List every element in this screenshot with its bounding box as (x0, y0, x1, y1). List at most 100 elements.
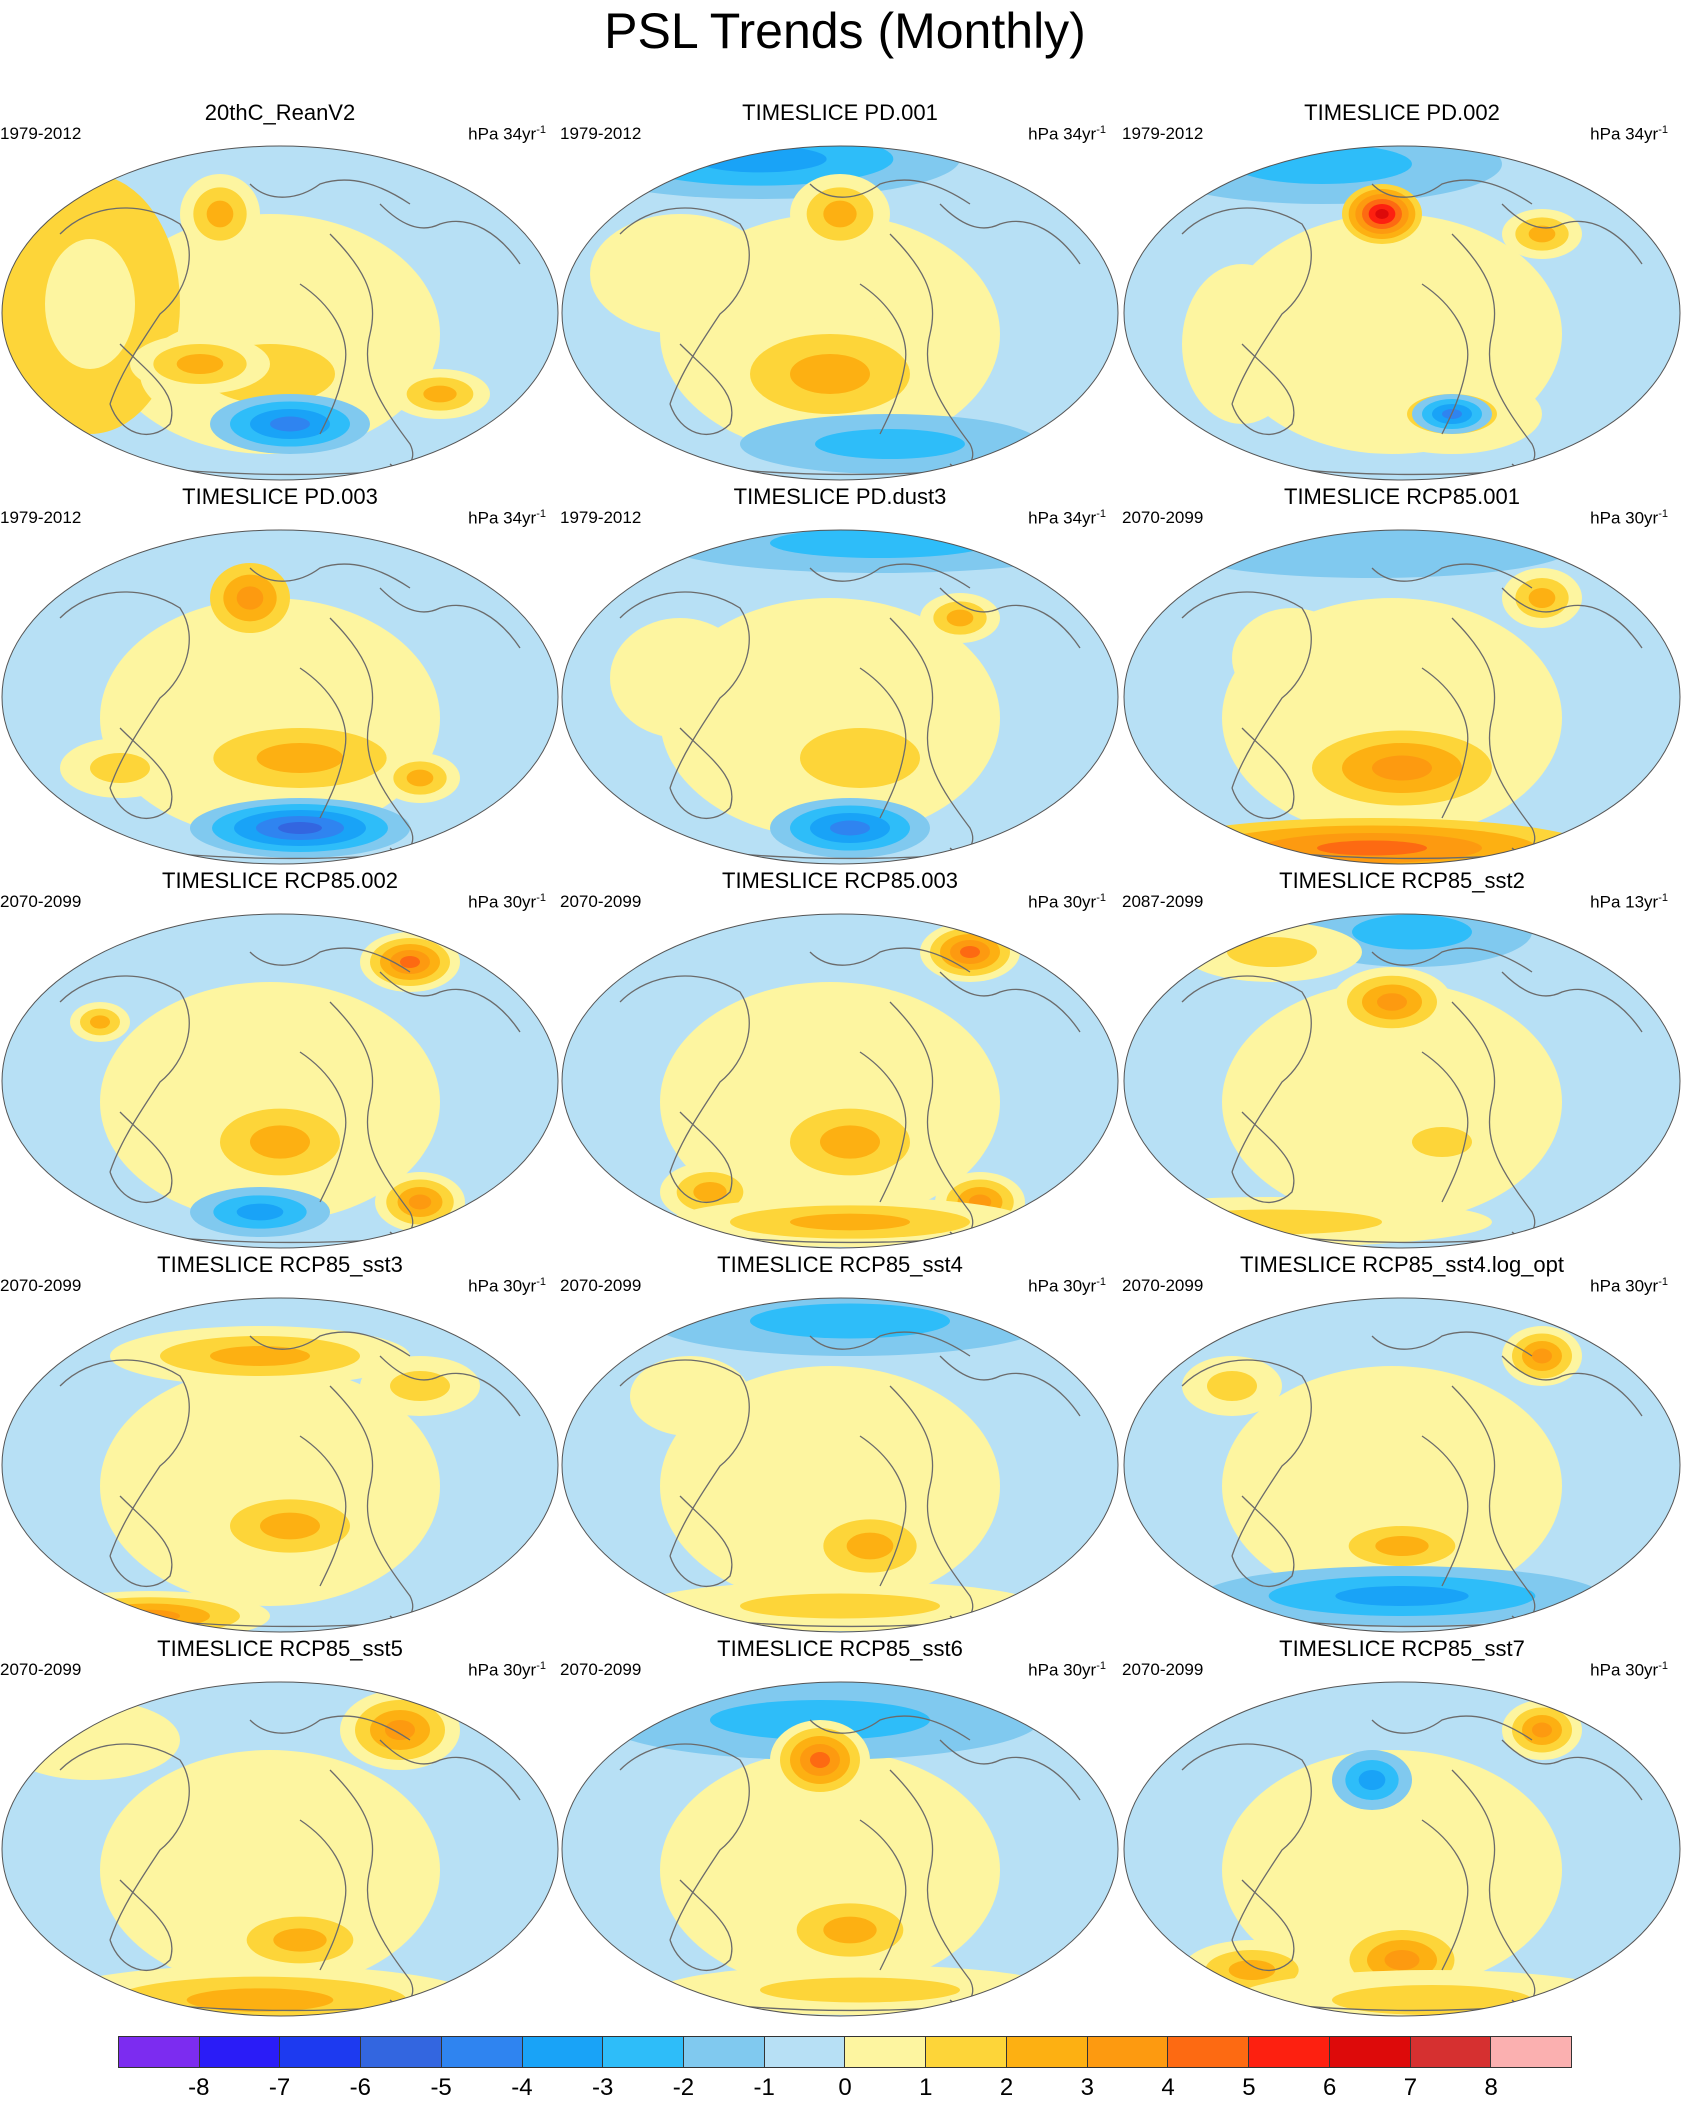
anomaly-contour (1528, 225, 1556, 243)
panel-units: hPa 30yr-1 (468, 888, 546, 913)
map-panel-12: TIMESLICE RCP85_sst4.log_opt 2070-2099 h… (1122, 1252, 1682, 1635)
coastline (59, 591, 190, 789)
colorbar-label: -8 (188, 2074, 210, 2101)
coastline (619, 207, 750, 405)
trend-map (561, 1297, 1119, 1633)
anomaly-contour (1228, 1960, 1276, 1980)
coastline (1421, 1435, 1469, 1587)
map-panel-3: TIMESLICE PD.002 1979-2012 hPa 34yr-1 (1122, 100, 1682, 483)
anomaly-contour (90, 1015, 110, 1029)
coastline (299, 1819, 347, 1971)
panel-period: 1979-2012 (560, 124, 642, 143)
panel-units: hPa 30yr-1 (1590, 1656, 1668, 1681)
panel-title: TIMESLICE PD.003 (182, 484, 378, 509)
coastline (1371, 1715, 1533, 1741)
anomaly-contour (273, 1928, 327, 1952)
panel-title: TIMESLICE RCP85.002 (162, 868, 398, 893)
panel-title: TIMESLICE RCP85_sst6 (717, 1636, 963, 1661)
anomaly-contour (590, 214, 770, 334)
anomaly-contour (236, 586, 264, 610)
coastline (299, 667, 347, 819)
panel-period: 2070-2099 (0, 892, 82, 911)
anomaly-contour (1227, 937, 1317, 967)
coastline (1371, 1331, 1533, 1357)
trend-map (1123, 913, 1681, 1249)
colorbar-label: 5 (1242, 2074, 1256, 2101)
coastline (809, 1331, 971, 1357)
panel-units: hPa 34yr-1 (1028, 504, 1106, 529)
trend-map (1, 1297, 559, 1633)
coastline (809, 1715, 971, 1741)
figure-title: PSL Trends (Monthly) (604, 3, 1086, 59)
anomaly-contour (846, 1532, 894, 1560)
coastline (1231, 727, 1295, 819)
trend-map (1123, 1297, 1681, 1633)
colorbar-cell (361, 2037, 442, 2067)
colorbar-label: 2 (999, 2074, 1014, 2101)
anomaly-contour (760, 1977, 960, 2003)
anomaly-contour (750, 1303, 950, 1339)
panel-period: 2070-2099 (560, 892, 642, 911)
colorbar-cell (684, 2037, 765, 2067)
anomaly-contour (1532, 1348, 1552, 1364)
map-panel-1: 20thC_ReanV2 1979-2012 hPa 34yr-1 (0, 100, 560, 483)
coastline (59, 1743, 190, 1941)
coastline (939, 587, 1081, 649)
coastline (379, 1355, 521, 1417)
colorbar-label: 3 (1080, 2074, 1094, 2101)
anomaly-contour (400, 956, 420, 968)
panel-title: TIMESLICE RCP85.001 (1284, 484, 1520, 509)
panel-period: 2087-2099 (1122, 892, 1204, 911)
colorbar-cell (1087, 2037, 1169, 2067)
panel-period: 2070-2099 (560, 1276, 642, 1295)
units-exponent: -1 (1658, 1660, 1668, 1672)
colorbar-cell (1168, 2037, 1250, 2067)
coastline (379, 587, 521, 649)
coastline (939, 203, 1081, 265)
coastline (1421, 1819, 1469, 1971)
colorbar-cell (764, 2037, 846, 2067)
panel-units: hPa 30yr-1 (1028, 1656, 1106, 1681)
trend-map (561, 913, 1119, 1249)
panel-units: hPa 30yr-1 (1590, 1272, 1668, 1297)
colorbar-cell (1006, 2037, 1088, 2067)
colorbar-label: 4 (1161, 2074, 1175, 2101)
anomaly-contour (236, 1203, 284, 1221)
units-text: hPa 13yr (1590, 892, 1659, 912)
coastline (619, 591, 750, 789)
units-text: hPa 30yr (468, 1660, 537, 1680)
coastline (379, 1739, 521, 1801)
anomaly-contour (176, 354, 224, 374)
coastline (1181, 975, 1312, 1173)
anomaly-contour (120, 1609, 180, 1623)
units-exponent: -1 (1096, 508, 1106, 520)
anomaly-contour (823, 200, 857, 228)
coastline (249, 1715, 411, 1741)
anomaly-contour (256, 743, 344, 773)
coastline (1231, 343, 1295, 435)
coastline (669, 727, 733, 819)
panel-units: hPa 13yr-1 (1590, 888, 1668, 913)
coastline (249, 179, 411, 205)
anomaly-contour (206, 200, 234, 228)
coastline (1181, 591, 1312, 789)
colorbar-label: -1 (753, 2074, 775, 2101)
anomaly-contour (1232, 146, 1412, 184)
coastline (1501, 971, 1643, 1033)
colorbar-labels: -8 -7 -6 -5 -4 -3 -2 -1 0 1 2 3 4 5 6 7 8 (118, 2074, 1572, 2103)
map-panel-2: TIMESLICE PD.001 1979-2012 hPa 34yr-1 (560, 100, 1120, 483)
map-panel-13: TIMESLICE RCP85_sst5 2070-2099 hPa 30yr-… (0, 1636, 560, 2019)
coastline (619, 1359, 750, 1557)
colorbar-cell (1410, 2037, 1492, 2067)
panel-period: 2070-2099 (1122, 1276, 1204, 1295)
trend-map (1, 145, 559, 481)
colorbar-cell (603, 2037, 685, 2067)
panel-title: TIMESLICE RCP85.003 (722, 868, 958, 893)
anomaly-contour (790, 1213, 910, 1231)
coastline (299, 1051, 347, 1203)
anomaly-contour (260, 1512, 320, 1540)
coastline (859, 1435, 907, 1587)
anomaly-contour (1332, 1985, 1532, 2015)
units-text: hPa 30yr (1590, 508, 1659, 528)
coastline (1231, 1495, 1295, 1587)
